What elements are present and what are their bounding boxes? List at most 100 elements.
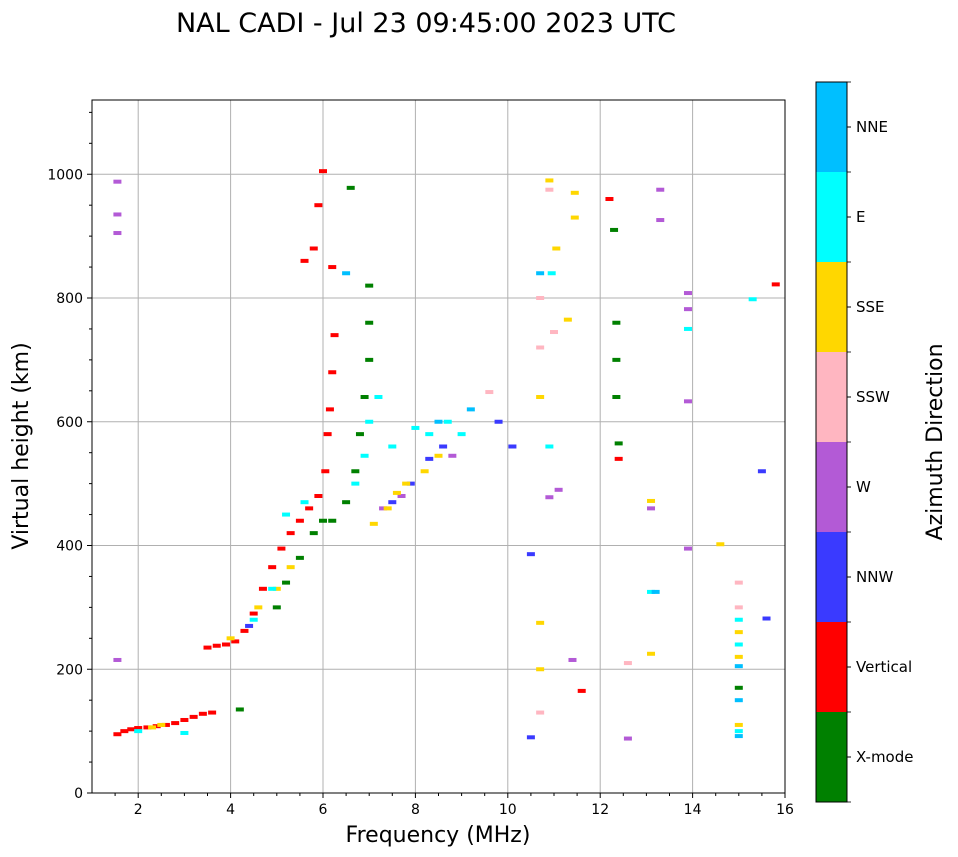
colorbar-label: SSE	[856, 298, 885, 316]
point-vertical	[212, 643, 221, 648]
point-vertical	[771, 282, 780, 287]
colorbar-segment	[816, 442, 847, 532]
point-e	[734, 642, 743, 647]
point-vertical	[180, 717, 189, 722]
point-e	[734, 617, 743, 622]
point-vertical	[328, 370, 337, 375]
point-sse	[383, 506, 392, 511]
point-x-mode	[342, 500, 351, 505]
point-x-mode	[734, 685, 743, 690]
colorbar-label: NNE	[856, 118, 888, 136]
point-vertical	[323, 432, 332, 437]
point-e	[249, 617, 258, 622]
point-sse	[734, 654, 743, 659]
point-e	[134, 729, 143, 734]
point-sse	[734, 722, 743, 727]
point-x-mode	[614, 441, 623, 446]
x-axis-ticks: 2 4 6 8 10 12 14 16	[114, 793, 794, 818]
point-nnw	[388, 500, 397, 505]
point-e	[268, 586, 277, 591]
point-sse	[545, 178, 554, 183]
point-nne	[734, 664, 743, 669]
point-sse	[369, 521, 378, 526]
point-w	[623, 736, 632, 741]
point-sse	[157, 722, 166, 727]
colorbar-segment	[816, 262, 847, 352]
point-sse	[536, 620, 545, 625]
point-vertical	[314, 494, 323, 498]
point-x-mode	[319, 518, 327, 523]
x-tick-label: 4	[226, 802, 235, 818]
point-sse	[434, 453, 443, 458]
point-vertical	[208, 710, 217, 715]
point-nne	[342, 271, 351, 276]
point-e	[360, 453, 369, 458]
point-x-mode	[295, 555, 304, 560]
colorbar-label: E	[856, 208, 865, 226]
point-sse	[552, 246, 561, 251]
point-w	[545, 495, 554, 500]
point-e	[300, 500, 309, 505]
point-vertical	[120, 729, 129, 734]
point-x-mode	[351, 469, 360, 474]
plot-frame	[91, 99, 786, 794]
grid-lines	[92, 100, 786, 794]
point-x-mode	[235, 707, 244, 712]
point-sse	[647, 651, 656, 656]
point-x-mode	[360, 395, 369, 399]
point-sse	[734, 630, 743, 635]
point-vertical	[321, 469, 330, 474]
point-x-mode	[612, 320, 621, 325]
point-w	[568, 657, 577, 662]
point-vertical	[614, 456, 623, 461]
y-tick-label: 0	[74, 786, 83, 802]
point-w	[113, 179, 122, 184]
x-tick-label: 2	[134, 802, 143, 818]
chart-title: NAL CADI - Jul 23 09:45:00 2023 UTC	[176, 8, 676, 39]
x-tick-label: 12	[591, 802, 609, 818]
point-nnw	[439, 444, 448, 449]
point-vertical	[221, 642, 230, 647]
point-w	[397, 494, 406, 498]
point-e	[411, 425, 420, 430]
point-e	[748, 297, 757, 302]
point-vertical	[330, 333, 339, 338]
point-x-mode	[612, 357, 621, 362]
point-w	[683, 399, 692, 404]
x-tick-label: 8	[411, 802, 420, 818]
point-sse	[563, 317, 572, 322]
point-vertical	[300, 258, 309, 263]
point-sse	[254, 605, 263, 610]
point-sse	[226, 636, 235, 641]
point-vertical	[152, 724, 161, 729]
x-axis-label: Frequency (MHz)	[346, 823, 531, 848]
point-sse	[570, 215, 579, 220]
y-tick-label: 600	[56, 415, 83, 431]
point-vertical	[113, 732, 122, 737]
point-nne	[536, 271, 545, 276]
x-tick-label: 6	[319, 802, 328, 818]
point-vertical	[319, 169, 327, 174]
point-vertical	[171, 721, 180, 726]
point-w	[683, 546, 692, 551]
y-axis-ticks: 0 200 400 600 800 1000	[47, 111, 92, 802]
point-vertical	[314, 203, 323, 208]
point-w	[656, 218, 665, 223]
point-w	[656, 187, 665, 192]
point-nne	[734, 698, 743, 703]
colorbar-label: Vertical	[856, 658, 912, 676]
point-x-mode	[282, 580, 291, 585]
point-vertical	[240, 628, 249, 633]
point-w	[379, 506, 388, 511]
point-vertical	[268, 565, 277, 570]
x-tick-label: 14	[684, 802, 702, 818]
point-vertical	[277, 546, 286, 551]
point-vertical	[127, 727, 136, 732]
colorbar-frame	[815, 81, 848, 803]
x-tick-label: 10	[499, 802, 517, 818]
point-sse	[536, 395, 545, 399]
y-tick-label: 1000	[47, 167, 83, 183]
point-vertical	[305, 506, 314, 511]
point-sse	[148, 725, 157, 730]
